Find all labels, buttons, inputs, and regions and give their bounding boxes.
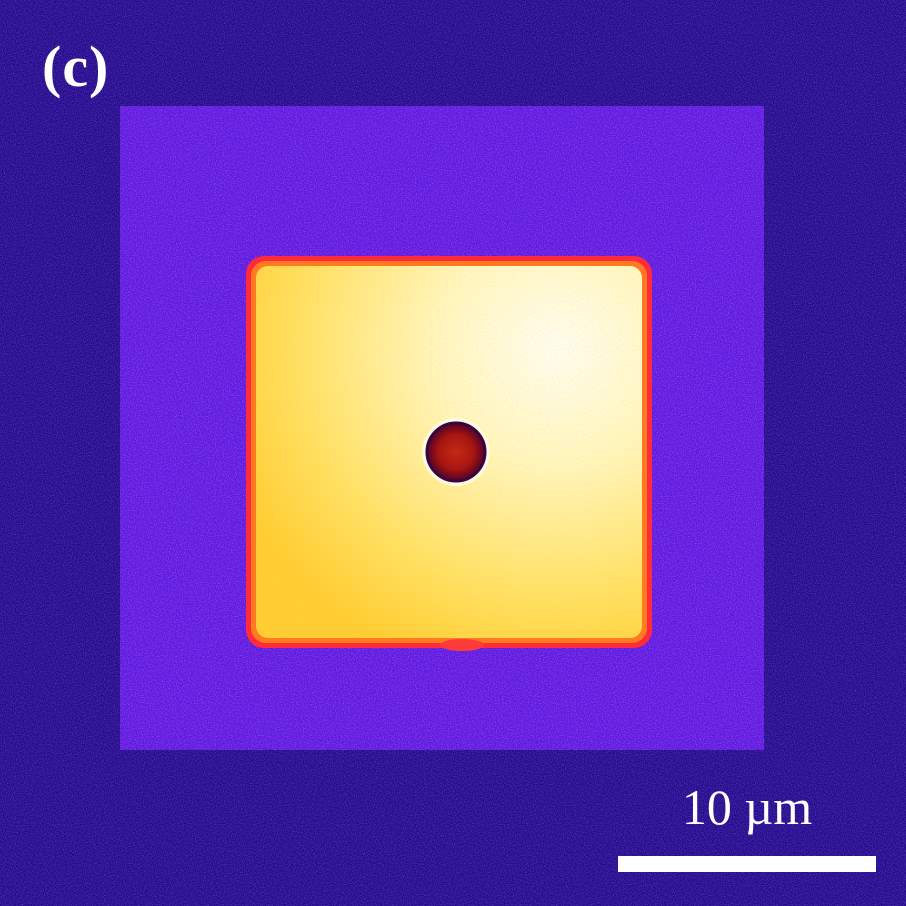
scale-bar: [618, 856, 876, 872]
center-spot: [427, 423, 485, 481]
scale-bar-label: 10 µm: [681, 779, 813, 835]
panel-label: (c): [42, 34, 110, 99]
